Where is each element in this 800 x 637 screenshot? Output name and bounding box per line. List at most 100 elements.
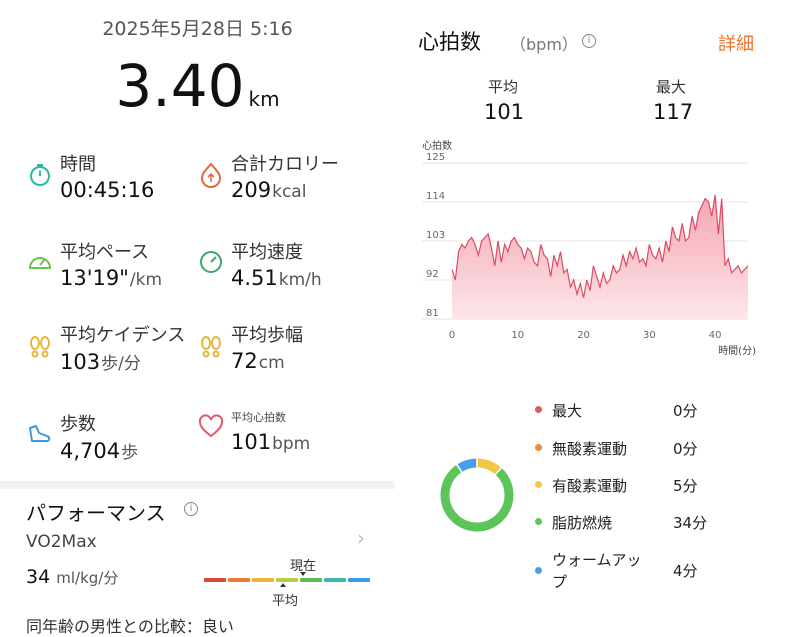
details-link[interactable]: 詳細 <box>718 34 754 55</box>
stat-label: 平均歩幅 <box>231 325 303 346</box>
stat-value: 103歩/分 <box>60 350 141 374</box>
current-marker-label: 現在 <box>290 559 317 574</box>
average-hr-value: 101 <box>484 100 525 124</box>
zone-name: 脂肪燃焼 <box>552 514 613 532</box>
distance-unit: km <box>248 87 280 111</box>
stat-label: 平均ケイデンス <box>60 325 186 346</box>
average-marker-icon <box>280 583 286 587</box>
calorie-flame-icon <box>200 162 222 188</box>
stat-label: 合計カロリー <box>231 154 339 175</box>
stat-avg-speed: 平均速度 4.51km/h <box>231 238 322 290</box>
zone-dot <box>535 481 542 488</box>
heart-rate-unit: （bpm） <box>510 35 578 54</box>
stat-label: 歩数 <box>60 414 96 435</box>
y-tick-label: 81 <box>426 308 439 319</box>
x-axis-label: 時間(分) <box>718 345 756 357</box>
stat-value: 209kcal <box>231 178 307 202</box>
zone-time: 0分 <box>673 402 698 420</box>
heart-rate-area <box>452 194 748 319</box>
x-tick-label: 30 <box>643 330 656 341</box>
heart-icon <box>198 414 224 438</box>
zone-time: 0分 <box>673 440 698 458</box>
stat-label: 平均ペース <box>60 242 150 263</box>
y-axis-label: 心拍数 <box>422 139 452 152</box>
x-tick-label: 20 <box>577 330 590 341</box>
zone-donut-chart <box>440 458 514 532</box>
max-hr-label: 最大 <box>656 78 687 96</box>
zone-donut-segment <box>477 458 501 475</box>
y-tick-label: 114 <box>426 191 445 202</box>
vo2max-label: VO2Max <box>26 532 97 552</box>
x-tick-label: 10 <box>511 330 524 341</box>
scale-segment <box>276 578 298 582</box>
zone-time: 4分 <box>673 562 698 580</box>
scale-segment <box>252 578 274 582</box>
pace-gauge-icon <box>28 257 52 269</box>
stat-value: 72cm <box>231 349 285 373</box>
stat-avg-heart-rate: 平均心拍数 101bpm <box>231 403 310 454</box>
zone-dot <box>535 567 542 574</box>
stat-duration: 時間 00:45:16 <box>60 150 154 202</box>
stat-label: 平均心拍数 <box>231 411 286 424</box>
zone-dot <box>535 518 542 525</box>
zone-row-aerobic: 有酸素運動 5分 <box>535 475 735 497</box>
info-icon[interactable]: i <box>184 502 198 516</box>
scale-segment <box>228 578 250 582</box>
current-marker-icon <box>300 572 306 576</box>
average-hr-label: 平均 <box>488 78 519 96</box>
stat-label: 平均速度 <box>231 242 303 263</box>
stopwatch-icon <box>30 164 50 186</box>
vo2max-value: 34 ml/kg/分 <box>26 566 119 588</box>
stat-value: 101bpm <box>231 430 311 454</box>
zone-name: 無酸素運動 <box>552 440 628 458</box>
stat-label: 時間 <box>60 154 96 175</box>
scale-segment <box>204 578 226 582</box>
max-hr-value: 117 <box>653 100 694 124</box>
zone-row-warmup: ウォームアップ 4分 <box>535 549 735 593</box>
zone-time: 5分 <box>673 477 698 495</box>
average-marker-label: 平均 <box>272 594 299 609</box>
x-tick-label: 40 <box>709 330 722 341</box>
chevron-right-icon[interactable]: › <box>357 526 365 550</box>
stat-steps: 歩数 4,704歩 <box>60 410 138 463</box>
y-tick-label: 92 <box>426 269 439 280</box>
heart-rate-title: 心拍数 <box>418 30 481 54</box>
stat-avg-cadence: 平均ケイデンス 103歩/分 <box>60 321 185 374</box>
performance-title: パフォーマンス <box>26 501 166 525</box>
section-divider <box>0 481 395 489</box>
footprints-icon <box>201 336 221 358</box>
speed-gauge-icon <box>200 251 222 273</box>
distance-display: 3.40 km <box>0 52 395 120</box>
stat-value: 13'19"/km <box>60 266 163 290</box>
stat-value: 00:45:16 <box>60 178 155 202</box>
zone-donut-segment <box>440 465 514 532</box>
stat-value: 4.51km/h <box>231 266 322 290</box>
zone-time: 34分 <box>673 514 708 532</box>
scale-segment <box>324 578 346 582</box>
zone-donut-segment <box>457 458 477 472</box>
zone-dot <box>535 406 542 413</box>
shoe-icon <box>29 425 51 442</box>
workout-datetime: 2025年5月28日 5:16 <box>102 18 293 40</box>
zone-name: ウォームアップ <box>552 551 642 591</box>
vo2max-scale-bar <box>204 578 370 582</box>
stat-calories: 合計カロリー 209kcal <box>231 150 339 202</box>
zone-row-max: 最大 0分 <box>535 400 735 422</box>
y-tick-label: 125 <box>426 152 445 163</box>
scale-segment <box>348 578 370 582</box>
zone-dot <box>535 444 542 451</box>
stat-value: 4,704歩 <box>60 439 139 463</box>
x-tick-label: 0 <box>449 330 455 341</box>
zone-name: 最大 <box>552 402 583 420</box>
zone-row-fat-burn: 脂肪燃焼 34分 <box>535 512 735 534</box>
info-icon[interactable]: i <box>582 34 596 48</box>
stat-avg-stride: 平均歩幅 72cm <box>231 321 303 373</box>
distance-value: 3.40 <box>115 52 245 120</box>
zone-row-anaerobic: 無酸素運動 0分 <box>535 438 735 460</box>
heart-rate-line <box>451 194 749 298</box>
footprints-icon <box>30 336 50 358</box>
scale-segment <box>300 578 322 582</box>
zone-name: 有酸素運動 <box>552 477 628 495</box>
y-tick-label: 103 <box>426 230 445 241</box>
